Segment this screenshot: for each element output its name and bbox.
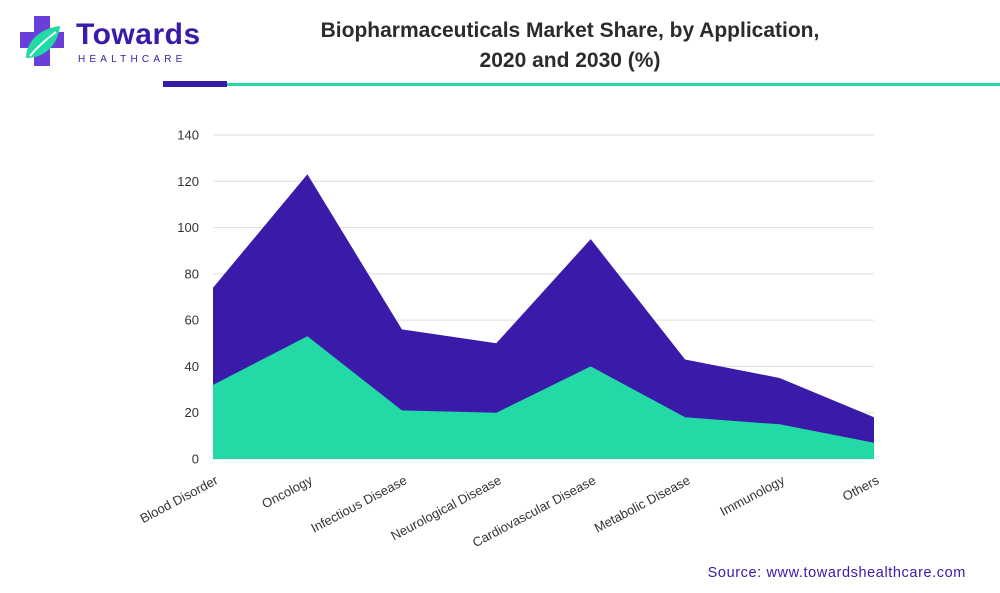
brand-tagline: HEALTHCARE <box>78 54 187 65</box>
x-category-label: Immunology <box>717 472 787 519</box>
medical-cross-leaf-icon <box>20 16 64 66</box>
y-tick-label: 120 <box>177 174 199 189</box>
area-series-1 <box>213 336 874 459</box>
chart-areas <box>213 174 874 460</box>
y-tick-label: 140 <box>177 128 199 143</box>
y-tick-label: 60 <box>185 313 199 328</box>
chart-title: Biopharmaceuticals Market Share, by Appl… <box>240 16 900 76</box>
chart-title-line-2: 2020 and 2030 (%) <box>479 49 661 72</box>
y-tick-label: 0 <box>192 452 199 467</box>
x-category-label: Blood Disorder <box>137 472 221 526</box>
y-tick-label: 100 <box>177 220 199 235</box>
y-axis-ticks: 0 20 40 60 80 100 120 140 <box>177 128 199 467</box>
header-accent-bar <box>163 81 227 87</box>
source-credit: Source: www.towardshealthcare.com <box>707 565 966 581</box>
header-divider-line <box>227 83 1000 86</box>
y-tick-label: 80 <box>185 266 199 281</box>
x-category-label: Others <box>840 472 882 504</box>
brand-logo: Towards HEALTHCARE <box>20 14 200 70</box>
x-category-label: Metabolic Disease <box>592 472 693 535</box>
area-series-2 <box>213 174 874 460</box>
y-tick-label: 20 <box>185 405 199 420</box>
brand-name: Towards <box>76 18 201 51</box>
chart-title-line-1: Biopharmaceuticals Market Share, by Appl… <box>320 19 820 42</box>
y-tick-label: 40 <box>185 359 199 374</box>
x-category-label: Oncology <box>259 472 315 511</box>
